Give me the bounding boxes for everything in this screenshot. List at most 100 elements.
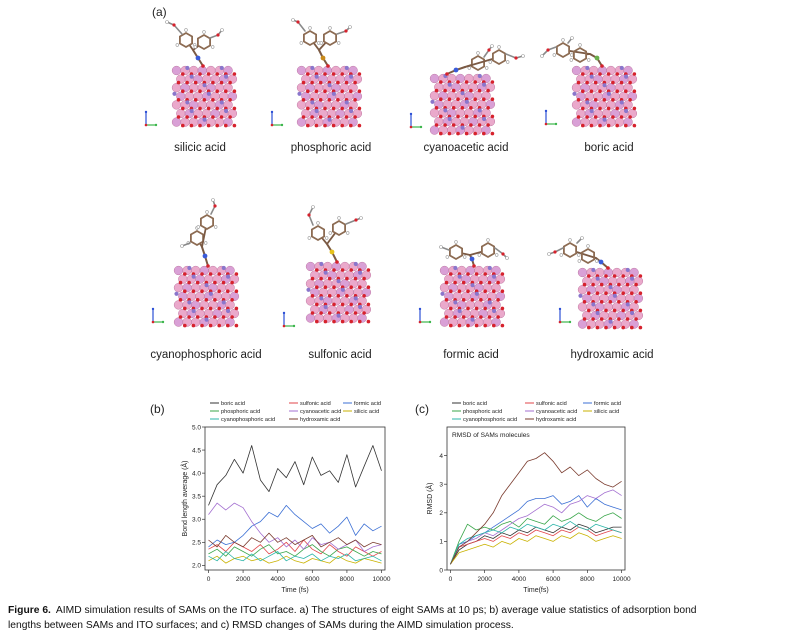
hydrogen-atom [580,236,584,240]
caption-line-1: Figure 6. AIMD simulation results of SAMs… [8,603,793,618]
structure-hydroxamic-acid: hydroxamic acid [547,236,654,361]
legend-label: hydroxamic acid [300,417,340,423]
y-tick-label: 4.0 [192,470,201,477]
legend-label: sulfonic acid [536,401,567,407]
hydrogen-atom [214,225,218,229]
hydrogen-atom [202,30,206,34]
hydrogen-atom [311,205,315,209]
hydrogen-atom [204,241,208,245]
axis-triad [558,307,572,324]
hydrogen-atom [495,253,499,257]
benzene-ring [470,54,486,72]
ito-slab [305,261,372,324]
anchor-atom [598,259,604,265]
panel-label-c: (c) [415,402,429,416]
anchor-atom [453,67,459,73]
axis-triad [151,307,165,324]
bond [188,44,194,51]
legend-item: cyanoacetic acid [525,409,577,415]
oxygen-atom [553,250,557,254]
y-tick-label: 3 [439,482,443,489]
hydrogen-atom [205,210,209,214]
bond [464,57,494,68]
hydrogen-atom [488,60,492,64]
hydrogen-atom [328,26,332,30]
legend-label: cyanophosphoric acid [463,417,517,423]
benzene-ring [581,247,595,265]
caption-text-1: AIMD simulation results of SAMs on the I… [55,605,697,616]
anchor-oxygen [206,264,210,268]
legend-label: sulfonic acid [300,401,331,407]
panel-label-a: (a) [152,5,167,19]
methoxy-arm [483,45,493,58]
x-tick-label: 2000 [477,576,492,583]
hydrogen-atom [299,41,303,45]
z-axis-tip [144,110,148,114]
x-axis-label: Time(fs) [523,587,548,594]
oxygen-atom [213,204,217,208]
hydrogen-atom [559,253,563,257]
sam-molecule [291,18,352,68]
series-line-hydroxamic-acid [450,452,622,565]
series-line-silicic-acid [208,555,382,564]
sam-molecule [540,36,604,68]
series-line-cyanophosphoric-acid [450,521,622,565]
z-axis-tip [558,307,562,311]
series-line-phosphoric-acid [450,512,622,565]
hydrogen-atom [594,259,599,263]
bond [326,232,336,245]
hydrogen-atom [337,41,341,45]
legend-label: phosphoric acid [463,409,502,415]
anchor-atom [469,256,475,262]
x-axis-tip [154,123,158,127]
hydrogen-atom [308,26,312,30]
anchor-atom [594,55,600,61]
series-line-formic-acid [208,505,382,548]
structure-silicic-acid: silicic acid [144,20,238,154]
x-tick-label: 10000 [613,576,631,583]
sam-molecule [165,20,224,68]
axis-triad [144,110,158,127]
hydrogen-atom [578,43,582,47]
hydrogen-atom [467,66,471,70]
bond [469,250,482,256]
benzene-ring [322,29,338,47]
caption-text-2: lengths between SAMs and ITO surfaces; a… [8,620,514,631]
legend-item: silicic acid [343,409,379,415]
plot-frame [446,426,626,571]
axis-triad [282,311,296,328]
bond [575,251,597,259]
x-tick-label: 8000 [580,576,595,583]
oxygen-atom [354,218,358,222]
legend-item: formic acid [343,401,381,407]
y-tick-label: 4.5 [192,447,201,454]
structure-label: phosphoric acid [291,142,372,154]
benzene-ring [178,31,194,49]
hydrogen-atom [184,28,188,32]
figure-caption: Figure 6. AIMD simulation results of SAMs… [8,603,793,633]
hydrogen-atom [497,45,501,49]
benzene-ring [310,224,326,242]
hydrogen-atom [476,51,480,55]
structure-label: cyanophosphoric acid [150,349,261,361]
hydrogen-atom [506,60,510,64]
axis-origin [558,320,562,324]
series-line-hydroxamic-acid [208,532,382,548]
structure-label: cyanoacetic acid [423,142,508,154]
hydrogen-atom [319,41,323,45]
methoxy-arm [505,53,524,59]
legend-item: sulfonic acid [289,401,331,407]
hydrogen-atom [445,255,449,259]
bond [201,228,207,248]
oxygen-atom [546,48,550,52]
structure-cyanophosphoric-acid: cyanophosphoric acid [150,198,262,361]
x-tick-label: 4000 [512,576,527,583]
benzene-ring [302,29,318,47]
hydrogen-atom [165,20,169,24]
hydrogen-atom [569,53,574,57]
legend-label: silicic acid [594,409,619,415]
sam-molecule [547,236,610,270]
ito-slab [429,73,496,136]
axis-origin [282,324,286,328]
chart-annotation: RMSD of SAMs molecules [452,432,530,439]
